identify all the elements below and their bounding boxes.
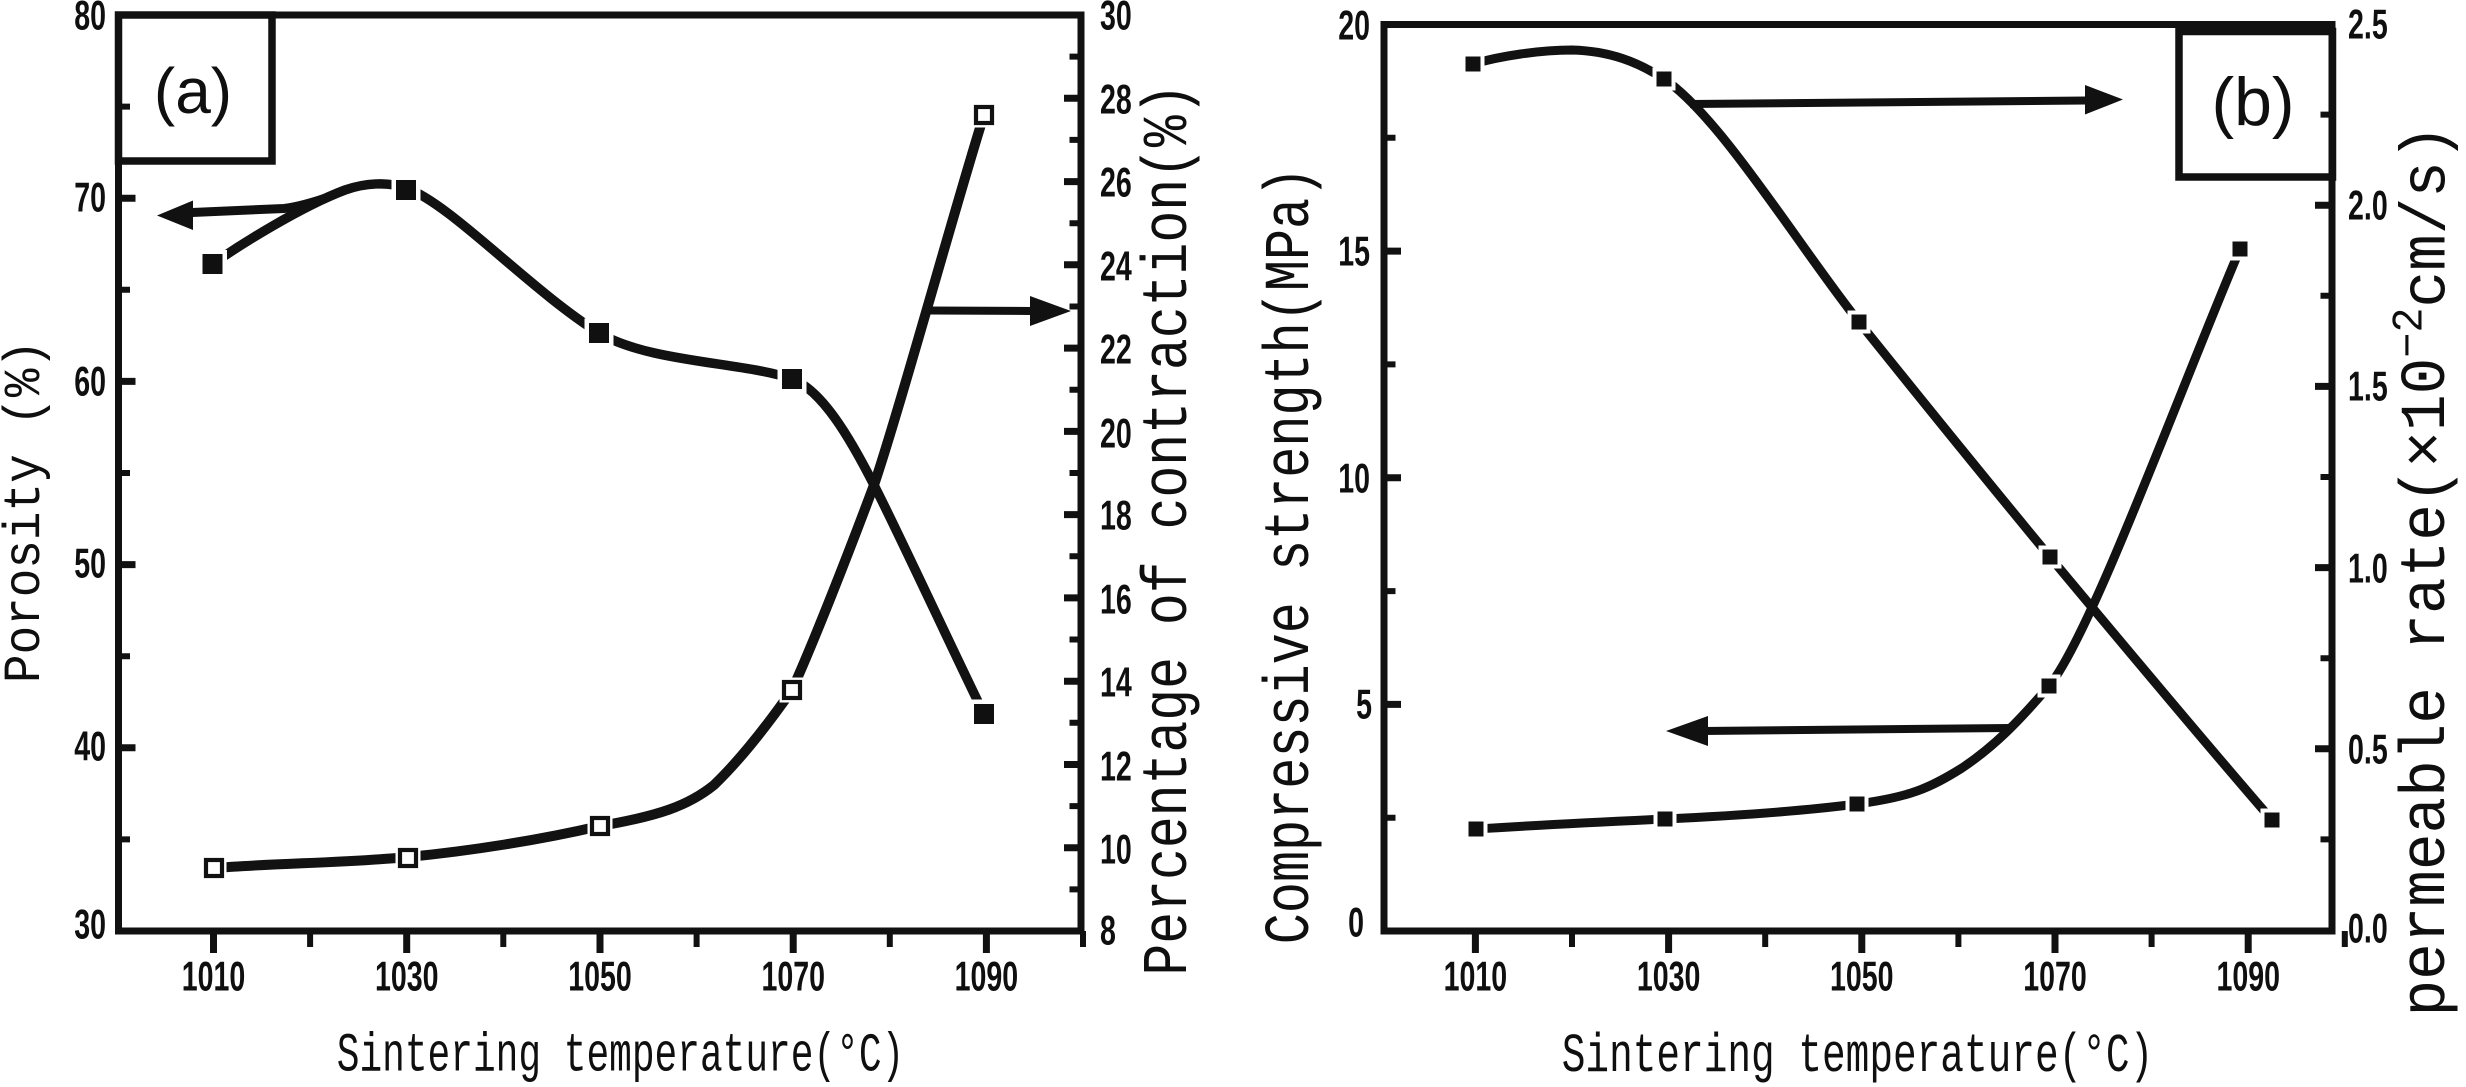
svg-text:26: 26 <box>1100 158 1132 206</box>
svg-text:5: 5 <box>1356 680 1372 728</box>
svg-text:20: 20 <box>1100 409 1132 457</box>
svg-text:30: 30 <box>1100 0 1132 39</box>
svg-text:1050: 1050 <box>568 952 632 1000</box>
svg-text:1010: 1010 <box>182 952 246 1000</box>
svg-text:permeable rate(×10−2cm/s): permeable rate(×10−2cm/s) <box>2384 125 2463 1017</box>
svg-text:16: 16 <box>1100 575 1132 623</box>
svg-text:12: 12 <box>1100 742 1132 790</box>
svg-text:1030: 1030 <box>375 952 439 1000</box>
svg-text:0: 0 <box>1348 898 1364 946</box>
svg-text:1010: 1010 <box>1444 952 1508 1000</box>
svg-text:22: 22 <box>1100 325 1132 373</box>
svg-text:18: 18 <box>1100 491 1132 539</box>
svg-text:1.5: 1.5 <box>2348 362 2388 410</box>
svg-text:Sintering temperature(°C): Sintering temperature(°C) <box>1562 1026 2153 1087</box>
svg-text:2.0: 2.0 <box>2348 181 2388 229</box>
svg-text:Percentage of contraction(%): Percentage of contraction(%) <box>1133 83 1206 975</box>
svg-text:10: 10 <box>1100 825 1132 873</box>
svg-text:50: 50 <box>74 539 106 587</box>
svg-text:28: 28 <box>1100 75 1132 123</box>
svg-text:60: 60 <box>74 357 106 405</box>
svg-text:1070: 1070 <box>761 952 825 1000</box>
svg-text:Sintering temperature(°C): Sintering temperature(°C) <box>337 1026 904 1087</box>
svg-text:1090: 1090 <box>955 952 1019 1000</box>
svg-text:10: 10 <box>1338 454 1370 502</box>
svg-text:70: 70 <box>74 173 106 221</box>
svg-text:1.0: 1.0 <box>2348 544 2388 592</box>
svg-text:8: 8 <box>1100 906 1116 954</box>
svg-text:(b): (b) <box>2211 64 2294 140</box>
svg-text:30: 30 <box>74 900 106 948</box>
svg-text:1050: 1050 <box>1830 952 1894 1000</box>
svg-text:(a): (a) <box>154 55 232 127</box>
svg-text:80: 80 <box>74 0 106 39</box>
svg-text:14: 14 <box>1100 658 1132 706</box>
svg-text:0.5: 0.5 <box>2348 725 2388 773</box>
svg-text:2.5: 2.5 <box>2348 0 2388 48</box>
svg-text:1070: 1070 <box>2023 952 2087 1000</box>
svg-text:24: 24 <box>1100 242 1132 290</box>
svg-text:Porosity (%): Porosity (%) <box>0 340 55 683</box>
svg-text:Compressive strength(MPa): Compressive strength(MPa) <box>1256 167 1327 944</box>
svg-text:0.0: 0.0 <box>2348 904 2388 952</box>
svg-text:1090: 1090 <box>2216 952 2280 1000</box>
svg-text:40: 40 <box>74 722 106 770</box>
svg-text:20: 20 <box>1338 1 1370 49</box>
svg-text:15: 15 <box>1338 227 1370 275</box>
svg-text:1030: 1030 <box>1637 952 1701 1000</box>
